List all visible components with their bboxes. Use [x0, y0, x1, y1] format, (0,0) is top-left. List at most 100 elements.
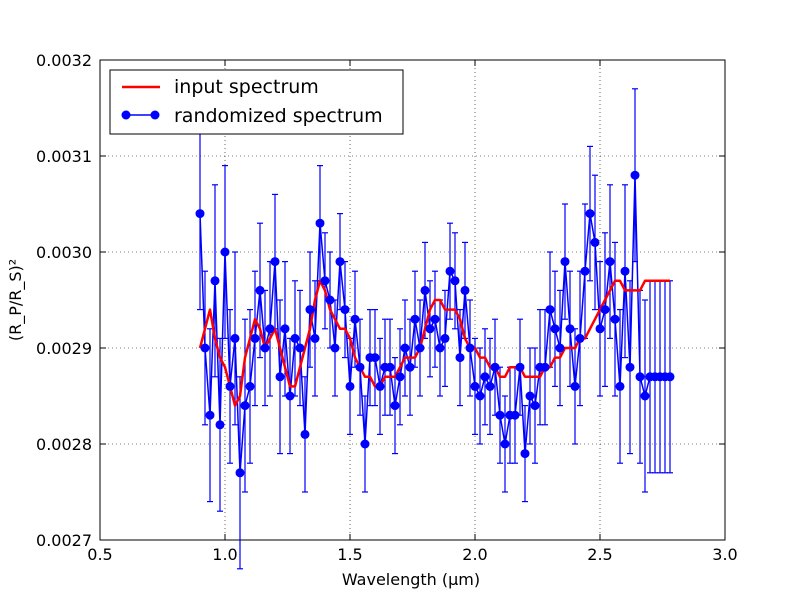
randomized-point [290, 333, 300, 343]
randomized-point [490, 362, 500, 372]
randomized-point [205, 410, 215, 420]
randomized-point [385, 362, 395, 372]
randomized-point [415, 343, 425, 353]
randomized-point [495, 410, 505, 420]
randomized-point [575, 333, 585, 343]
randomized-point [430, 314, 440, 324]
randomized-point [480, 372, 490, 382]
randomized-point [235, 468, 245, 478]
randomized-point [475, 391, 485, 401]
randomized-point [230, 333, 240, 343]
randomized-point [225, 381, 235, 391]
randomized-point [545, 305, 555, 315]
x-tick-label: 2.5 [587, 545, 612, 564]
randomized-point [220, 247, 230, 257]
randomized-point [295, 343, 305, 353]
randomized-point [485, 381, 495, 391]
y-tick-label: 0.0031 [36, 147, 92, 166]
randomized-point [280, 324, 290, 334]
randomized-point [400, 343, 410, 353]
randomized-point [435, 343, 445, 353]
randomized-point [305, 305, 315, 315]
ticks: 0.5 1.0 1.5 2.0 2.5 3.0 0.0027 0.0028 0.0029 0.00… [36, 51, 738, 564]
series-layer [195, 88, 675, 570]
randomized-point [520, 449, 530, 459]
plot-area [100, 60, 725, 540]
randomized-point [250, 333, 260, 343]
x-tick-label: 3.0 [712, 545, 737, 564]
randomized-point [200, 343, 210, 353]
randomized-point [440, 333, 450, 343]
randomized-point [630, 170, 640, 180]
randomized-point [590, 237, 600, 247]
randomized-point [355, 362, 365, 372]
randomized-point [600, 305, 610, 315]
randomized-point [300, 429, 310, 439]
randomized-point [350, 314, 360, 324]
randomized-point [315, 218, 325, 228]
randomized-point [445, 266, 455, 276]
randomized-point [620, 266, 630, 276]
randomized-point [420, 285, 430, 295]
randomized-point [515, 362, 525, 372]
randomized-point [625, 362, 635, 372]
randomized-point [265, 324, 275, 334]
randomized-point [310, 333, 320, 343]
randomized-point [565, 324, 575, 334]
randomized-point [340, 305, 350, 315]
x-tick-label: 2.0 [462, 545, 487, 564]
x-tick-label: 0.5 [87, 545, 112, 564]
randomized-point [585, 209, 595, 219]
randomized-point [525, 391, 535, 401]
randomized-point [425, 324, 435, 334]
legend-box [109, 69, 404, 135]
plot-frame [99, 59, 726, 541]
legend-marker-randomized-b [150, 110, 160, 120]
randomized-point [215, 420, 225, 430]
randomized-point [360, 439, 370, 449]
randomized-point [500, 439, 510, 449]
randomized-point [390, 401, 400, 411]
x-tick-label: 1.0 [212, 545, 237, 564]
y-axis-label: (R_P/R_S)² [6, 259, 26, 341]
y-tick-label: 0.0032 [36, 51, 92, 70]
randomized-point [395, 372, 405, 382]
randomized-point [285, 391, 295, 401]
randomized-point [470, 381, 480, 391]
randomized-point [570, 381, 580, 391]
randomized-point [540, 362, 550, 372]
randomized-point [550, 324, 560, 334]
randomized-point [665, 372, 675, 382]
legend-label-randomized: randomized spectrum [174, 105, 383, 127]
randomized-point [530, 401, 540, 411]
x-axis-label: Wavelength (μm) [342, 570, 480, 589]
randomized-point [510, 410, 520, 420]
randomized-point [615, 381, 625, 391]
randomized-point [595, 324, 605, 334]
randomized-point [240, 401, 250, 411]
randomized-point [245, 381, 255, 391]
y-tick-label: 0.0028 [36, 435, 92, 454]
randomized-point [465, 343, 475, 353]
randomized-point [255, 285, 265, 295]
randomized-point [610, 314, 620, 324]
y-tick-label: 0.0027 [36, 531, 92, 550]
randomized-point [335, 257, 345, 267]
randomized-point [410, 314, 420, 324]
randomized-point [345, 381, 355, 391]
legend-label-input: input spectrum [174, 76, 319, 98]
legend-marker-randomized-a [121, 110, 131, 120]
randomized-point [460, 285, 470, 295]
randomized-point [375, 381, 385, 391]
randomized-point [320, 276, 330, 286]
legend: input spectrum randomized spectrum [109, 69, 404, 135]
x-tick-label: 1.5 [337, 545, 362, 564]
randomized-point [635, 372, 645, 382]
randomized-point [275, 372, 285, 382]
randomized-point [270, 257, 280, 267]
randomized-point [555, 343, 565, 353]
randomized-point [405, 362, 415, 372]
y-tick-label: 0.0030 [36, 243, 92, 262]
randomized-point [580, 266, 590, 276]
